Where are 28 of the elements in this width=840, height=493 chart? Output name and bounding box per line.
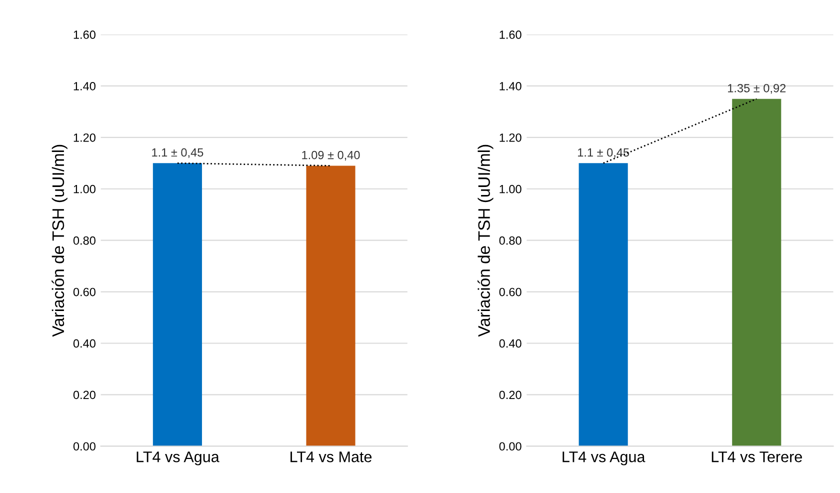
y-tick-label: 1.20 bbox=[74, 133, 96, 142]
data-label: 1.1 ± 0,45 bbox=[152, 148, 204, 158]
y-tick-label: 1.60 bbox=[500, 30, 522, 39]
y-tick-label: 0.20 bbox=[499, 390, 522, 400]
y-tick-label: 1.20 bbox=[500, 133, 522, 142]
data-label: 1.1 ± 0,45 bbox=[578, 148, 630, 158]
y-axis-title: Variación de TSH (uUI/ml) bbox=[52, 144, 68, 337]
y-tick-label: 0.60 bbox=[73, 288, 96, 296]
y-tick-label: 0.80 bbox=[73, 236, 96, 245]
y-tick-label: 1.00 bbox=[500, 184, 522, 194]
y-tick-label: 1.40 bbox=[74, 82, 96, 90]
y-tick-label: 0.00 bbox=[73, 442, 96, 451]
y-tick-label: 1.00 bbox=[74, 184, 96, 194]
y-tick-label: 0.40 bbox=[499, 339, 522, 348]
y-tick-label: 0.00 bbox=[499, 442, 522, 451]
y-tick-label: 0.60 bbox=[499, 288, 522, 296]
y-tick-label: 0.80 bbox=[499, 236, 522, 245]
data-label: 1.35 ± 0,92 bbox=[728, 84, 786, 94]
y-tick-label: 1.60 bbox=[74, 30, 96, 39]
y-tick-label: 1.40 bbox=[500, 82, 522, 90]
x-tick-label: LT4 vs Mate bbox=[290, 452, 372, 462]
y-axis-title: Variación de TSH (uUI/ml) bbox=[478, 144, 494, 337]
data-label: 1.09 ± 0,40 bbox=[302, 150, 360, 161]
y-tick-label: 0.20 bbox=[73, 390, 96, 400]
y-tick-label: 0.40 bbox=[73, 339, 96, 348]
x-tick-label: LT4 vs Terere bbox=[712, 452, 802, 462]
x-tick-label: LT4 vs Agua bbox=[136, 452, 220, 466]
x-tick-label: LT4 vs Agua bbox=[562, 452, 646, 466]
